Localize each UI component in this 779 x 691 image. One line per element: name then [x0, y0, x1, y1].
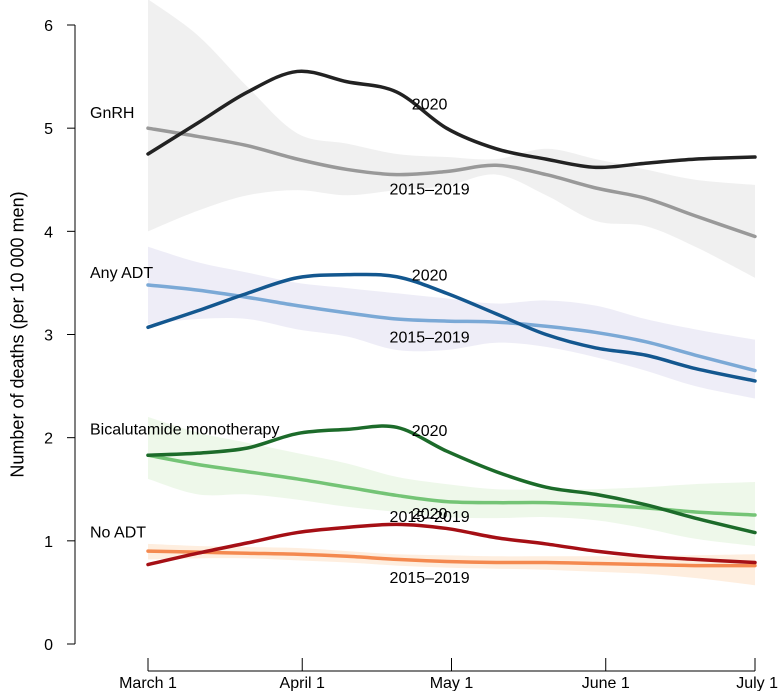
- confidence-band: [148, 0, 755, 278]
- group-label: Any ADT: [90, 265, 153, 282]
- x-tick-label: May 1: [430, 675, 474, 691]
- y-tick-label: 4: [44, 224, 53, 241]
- series-line-2020: [146, 424, 757, 535]
- confidence-bands: [148, 0, 755, 586]
- y-axis-title: Number of deaths (per 10 000 men): [7, 191, 27, 477]
- y-tick-label: 6: [44, 18, 53, 35]
- label-2015-2019: 2015–2019: [390, 181, 470, 198]
- series-line-2020: [146, 522, 757, 567]
- series-line-2020: [146, 69, 757, 170]
- y-tick-label: 3: [44, 328, 53, 345]
- label-2015-2019: 2015–2019: [390, 570, 470, 587]
- series-line-2015-2019: [146, 126, 757, 239]
- series-lines: [146, 69, 757, 568]
- label-2020: 2020: [412, 506, 448, 523]
- x-axis-ticks: March 1 April 1 May 1 June 1 July 1: [119, 658, 778, 691]
- series-line-2015-2019: [146, 283, 757, 373]
- y-axis-ticks: 0 1 2 3 4 5 6: [44, 18, 75, 654]
- x-tick-label: April 1: [280, 675, 325, 691]
- x-tick-label: March 1: [119, 675, 177, 691]
- series-labels: Number of deaths (per 10 000 men) GnRH 20…: [7, 96, 469, 587]
- group-label: No ADT: [90, 525, 146, 542]
- label-2020: 2020: [412, 267, 448, 284]
- y-tick-label: 5: [44, 121, 53, 138]
- series-line-2020: [146, 272, 757, 383]
- series-line-2015-2019: [146, 453, 757, 517]
- confidence-band: [148, 417, 755, 546]
- label-2020: 2020: [412, 423, 448, 440]
- y-tick-label: 0: [44, 637, 53, 654]
- x-tick-label: July 1: [736, 675, 778, 691]
- group-label: GnRH: [90, 105, 134, 122]
- y-tick-label: 2: [44, 431, 53, 448]
- x-tick-label: June 1: [582, 675, 630, 691]
- label-2015-2019: 2015–2019: [390, 329, 470, 346]
- label-2015-2019: 2015–2019: [390, 509, 470, 526]
- series-line-2015-2019: [146, 549, 757, 568]
- label-2020: 2020: [412, 96, 448, 113]
- group-label: Bicalutamide monotherapy: [90, 422, 279, 439]
- y-tick-label: 1: [44, 534, 53, 551]
- axes: 0 1 2 3 4 5 6 March 1 April 1 May 1 June 1 July 1: [44, 18, 778, 691]
